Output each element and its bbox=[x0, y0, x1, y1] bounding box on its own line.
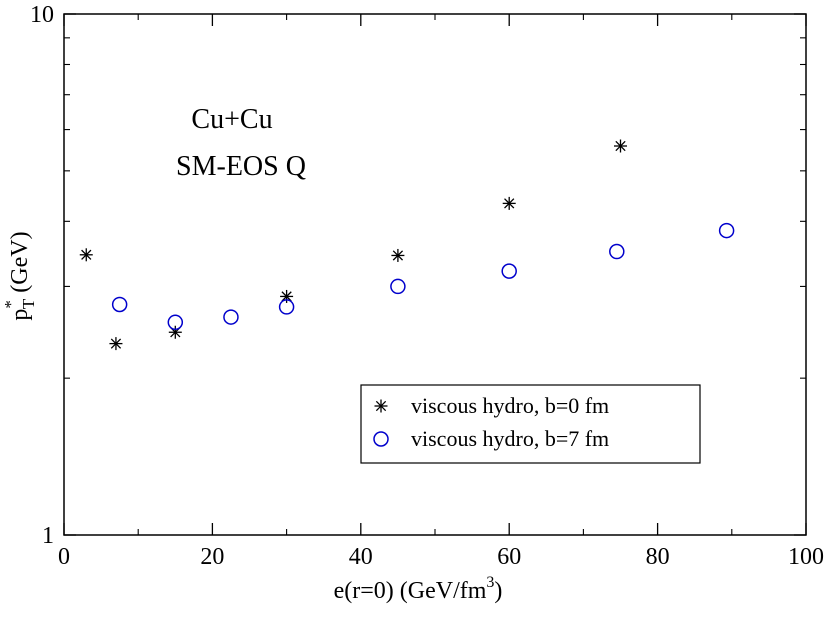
point-b0 bbox=[109, 337, 123, 351]
legend-marker-b0 bbox=[374, 399, 388, 413]
point-b7 bbox=[111, 296, 128, 313]
point-b7 bbox=[501, 263, 517, 279]
point-b0 bbox=[502, 196, 516, 210]
point-b7 bbox=[167, 314, 184, 331]
legend-label-b7: viscous hydro, b=7 fm bbox=[411, 426, 609, 451]
x-axis-title: e(r=0) (GeV/fm3) bbox=[334, 574, 503, 604]
x-axis-title-sup: 3 bbox=[486, 574, 494, 591]
y-axis-title-sub: T bbox=[19, 298, 38, 309]
y-axis-title-main: p bbox=[7, 309, 33, 321]
x-tick-label: 100 bbox=[788, 544, 824, 570]
y-axis-title-tail: (GeV) bbox=[7, 231, 33, 298]
y-tick-label: 10 bbox=[30, 2, 54, 28]
y-axis-title-sup: * bbox=[1, 300, 20, 309]
legend-label-b0: viscous hydro, b=0 fm bbox=[411, 393, 609, 418]
x-axis-title-main: e(r=0) (GeV/fm bbox=[334, 578, 487, 604]
point-b7 bbox=[390, 278, 406, 295]
legend-asterisk-icon bbox=[374, 399, 388, 413]
point-b7 bbox=[609, 243, 625, 260]
point-b0 bbox=[614, 139, 627, 153]
point-b0 bbox=[391, 248, 405, 262]
legend-circle-icon bbox=[373, 431, 389, 447]
point-b0 bbox=[280, 289, 294, 303]
legend-box bbox=[360, 384, 701, 464]
annotation-eos: SM-EOS Q bbox=[176, 151, 306, 182]
legend-marker-b7 bbox=[373, 431, 389, 447]
tick-labels: 0 20 40 60 80 100 1 10 bbox=[30, 2, 824, 570]
data-points bbox=[79, 139, 735, 351]
axis-ticks bbox=[63, 13, 807, 536]
annotation-system: Cu+Cu bbox=[191, 104, 272, 135]
x-tick-label: 0 bbox=[58, 544, 70, 570]
y-axis-title: p*T (GeV) bbox=[1, 231, 38, 320]
legend: viscous hydro, b=0 fm viscous hydro, b=7… bbox=[360, 384, 701, 464]
x-axis-title-tail: ) bbox=[494, 578, 502, 604]
x-tick-label: 80 bbox=[646, 544, 670, 570]
point-b7 bbox=[278, 299, 295, 315]
x-tick-label: 20 bbox=[200, 544, 224, 570]
point-b0 bbox=[79, 248, 93, 262]
y-tick-label: 1 bbox=[42, 523, 54, 549]
point-b7 bbox=[718, 222, 735, 239]
point-b7 bbox=[223, 309, 239, 325]
x-tick-label: 60 bbox=[497, 544, 521, 570]
x-tick-label: 40 bbox=[349, 544, 373, 570]
